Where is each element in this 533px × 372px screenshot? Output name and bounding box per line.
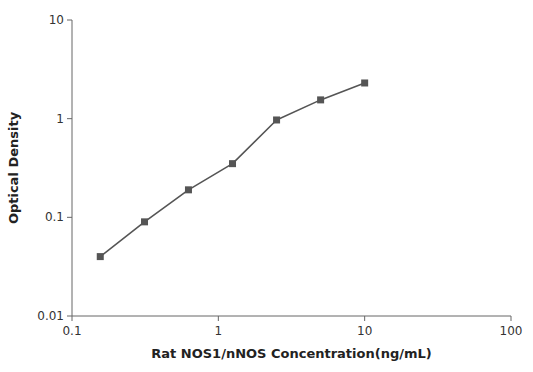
y-tick bbox=[67, 118, 72, 119]
x-tick-label: 10 bbox=[357, 324, 372, 338]
x-tick bbox=[364, 316, 365, 321]
axes: 0.11101000.010.1110 bbox=[37, 13, 522, 338]
y-tick-label: 0.01 bbox=[37, 309, 64, 323]
x-tick-label: 0.1 bbox=[62, 324, 81, 338]
data-point bbox=[229, 160, 236, 167]
x-tick-label: 1 bbox=[215, 324, 223, 338]
x-axis-label: Rat NOS1/nNOS Concentration(ng/mL) bbox=[151, 346, 431, 361]
y-tick bbox=[67, 217, 72, 218]
x-tick-label: 100 bbox=[500, 324, 523, 338]
data-point bbox=[185, 186, 192, 193]
data-point bbox=[273, 116, 280, 123]
x-tick bbox=[72, 316, 73, 321]
data-point bbox=[97, 253, 104, 260]
x-axis-line bbox=[72, 316, 511, 317]
chart: 0.11101000.010.1110Rat NOS1/nNOS Concent… bbox=[0, 0, 533, 372]
data-line bbox=[100, 83, 364, 257]
y-tick-label: 0.1 bbox=[45, 210, 64, 224]
y-tick-label: 10 bbox=[49, 13, 64, 27]
data-point bbox=[361, 79, 368, 86]
y-tick-label: 1 bbox=[56, 112, 64, 126]
y-axis-label: Optical Density bbox=[6, 111, 21, 224]
data-point bbox=[141, 218, 148, 225]
y-axis-line bbox=[72, 20, 73, 316]
data-point bbox=[317, 96, 324, 103]
x-tick bbox=[511, 316, 512, 321]
x-tick bbox=[218, 316, 219, 321]
plot-area bbox=[97, 79, 368, 260]
chart-container: 0.11101000.010.1110Rat NOS1/nNOS Concent… bbox=[0, 0, 533, 372]
y-tick bbox=[67, 316, 72, 317]
y-tick bbox=[67, 20, 72, 21]
